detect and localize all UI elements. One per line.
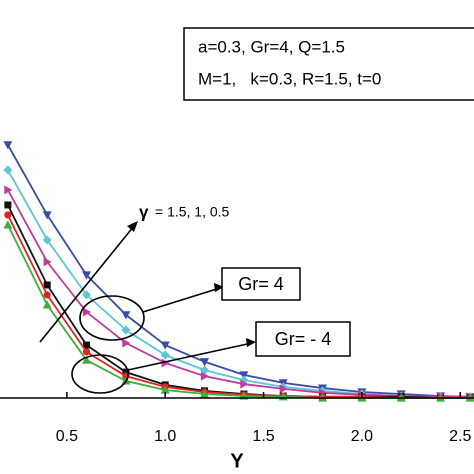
pointer bbox=[127, 342, 253, 371]
gr-box bbox=[255, 321, 351, 357]
point bbox=[160, 385, 170, 394]
x-tick-label: 0.5 bbox=[56, 428, 78, 445]
point bbox=[160, 350, 170, 360]
x-tick-label: 1.5 bbox=[252, 428, 274, 445]
gr-box bbox=[221, 267, 301, 301]
point bbox=[82, 348, 91, 356]
ellipse bbox=[79, 295, 145, 341]
point bbox=[83, 341, 91, 349]
x-tick-label: 1.0 bbox=[154, 428, 176, 445]
point bbox=[82, 307, 92, 317]
point bbox=[82, 290, 92, 300]
point bbox=[200, 358, 210, 367]
param-line: a=0.3, Gr=4, Q=1.5 bbox=[198, 37, 345, 56]
x-axis-label: Y bbox=[230, 450, 244, 472]
point bbox=[160, 341, 170, 350]
point bbox=[4, 211, 12, 219]
point bbox=[4, 185, 13, 195]
gr-label: Gr= - 4 bbox=[275, 329, 332, 349]
arrow-head bbox=[214, 283, 224, 292]
point bbox=[42, 211, 52, 220]
point bbox=[161, 358, 170, 368]
arrow-head bbox=[246, 338, 256, 347]
point bbox=[82, 271, 92, 280]
point bbox=[43, 257, 52, 267]
param-box bbox=[183, 27, 474, 101]
point bbox=[3, 165, 13, 175]
point bbox=[43, 291, 51, 299]
param-line: M=1, k=0.3, R=1.5, t=0 bbox=[198, 69, 381, 88]
point bbox=[279, 384, 288, 394]
x-tick-label: 2.5 bbox=[449, 428, 471, 445]
gr-label: Gr= 4 bbox=[238, 274, 284, 294]
point bbox=[42, 300, 52, 309]
gamma-arrow bbox=[39, 225, 135, 343]
x-tick-label: 2.0 bbox=[351, 428, 373, 445]
point bbox=[121, 311, 131, 320]
arrow-head bbox=[127, 221, 138, 232]
series-line bbox=[7, 214, 471, 399]
point bbox=[240, 379, 249, 389]
point bbox=[121, 325, 131, 335]
point bbox=[122, 338, 131, 348]
point bbox=[239, 371, 249, 380]
point bbox=[42, 235, 52, 245]
point bbox=[4, 201, 12, 209]
point bbox=[43, 281, 51, 289]
point bbox=[3, 220, 13, 229]
series-line bbox=[7, 224, 471, 399]
point bbox=[82, 355, 92, 364]
gamma-label: = 1.5, 1, 0.5 bbox=[155, 204, 230, 220]
gamma-symbol: γ bbox=[139, 202, 149, 221]
point bbox=[3, 141, 13, 150]
ellipse bbox=[71, 354, 129, 394]
point bbox=[200, 389, 210, 398]
point bbox=[200, 371, 210, 381]
pointer bbox=[142, 287, 221, 313]
point bbox=[122, 368, 130, 376]
